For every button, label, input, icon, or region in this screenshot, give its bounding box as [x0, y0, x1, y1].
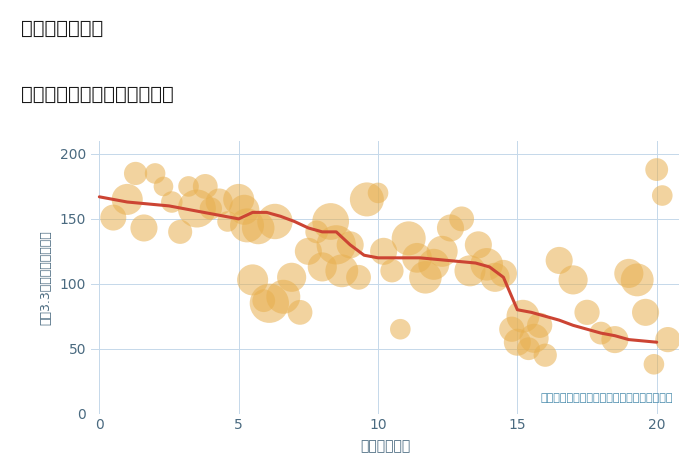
Point [378, 248, 389, 255]
Point [523, 345, 534, 352]
Point [353, 274, 364, 281]
Point [325, 218, 336, 225]
Point [239, 206, 250, 213]
Point [199, 183, 211, 190]
Point [214, 198, 225, 206]
Point [295, 309, 306, 316]
Point [395, 325, 406, 333]
Point [158, 183, 169, 190]
Point [437, 248, 448, 255]
Point [506, 325, 517, 333]
Point [174, 228, 186, 235]
Point [609, 336, 620, 344]
Point [481, 260, 492, 268]
Point [241, 222, 253, 229]
Point [403, 235, 414, 242]
Y-axis label: 坪（3.3㎡）単価（万円）: 坪（3.3㎡）単価（万円） [40, 230, 52, 325]
Point [651, 166, 662, 173]
Text: 円の大きさは、取引のあった物件面積を示す: 円の大きさは、取引のあった物件面積を示す [540, 393, 673, 403]
Point [361, 196, 372, 203]
Point [662, 336, 673, 344]
Point [512, 338, 523, 346]
Point [420, 274, 431, 281]
Point [205, 205, 216, 212]
Point [316, 263, 328, 271]
Point [330, 241, 342, 249]
Point [303, 248, 314, 255]
Point [473, 241, 484, 249]
X-axis label: 駅距離（分）: 駅距離（分） [360, 439, 410, 454]
Point [122, 196, 133, 203]
Point [489, 274, 500, 281]
Point [372, 189, 384, 196]
Point [554, 257, 565, 264]
Point [631, 276, 643, 284]
Point [270, 218, 281, 225]
Point [336, 267, 347, 274]
Point [311, 228, 322, 235]
Point [258, 297, 270, 305]
Text: 駅距離別中古マンション価格: 駅距離別中古マンション価格 [21, 85, 174, 103]
Point [640, 309, 651, 316]
Point [222, 218, 233, 225]
Point [534, 321, 545, 329]
Point [540, 352, 551, 359]
Point [657, 192, 668, 199]
Point [253, 224, 264, 232]
Point [464, 267, 475, 274]
Point [150, 170, 161, 177]
Point [445, 224, 456, 232]
Point [278, 293, 289, 300]
Point [428, 260, 440, 268]
Point [582, 309, 593, 316]
Point [596, 329, 607, 337]
Point [130, 170, 141, 177]
Point [412, 254, 423, 262]
Point [286, 274, 297, 281]
Point [247, 276, 258, 284]
Point [528, 335, 540, 342]
Point [233, 196, 244, 203]
Point [183, 183, 194, 190]
Point [498, 270, 509, 277]
Point [648, 360, 659, 368]
Point [108, 214, 119, 221]
Point [139, 224, 150, 232]
Point [517, 313, 528, 320]
Text: 東京都鶴川駅の: 東京都鶴川駅の [21, 19, 104, 38]
Point [264, 299, 275, 307]
Point [344, 241, 356, 249]
Point [456, 215, 467, 223]
Point [191, 205, 202, 212]
Point [386, 267, 398, 274]
Point [166, 198, 177, 206]
Point [623, 270, 634, 277]
Point [568, 276, 579, 284]
